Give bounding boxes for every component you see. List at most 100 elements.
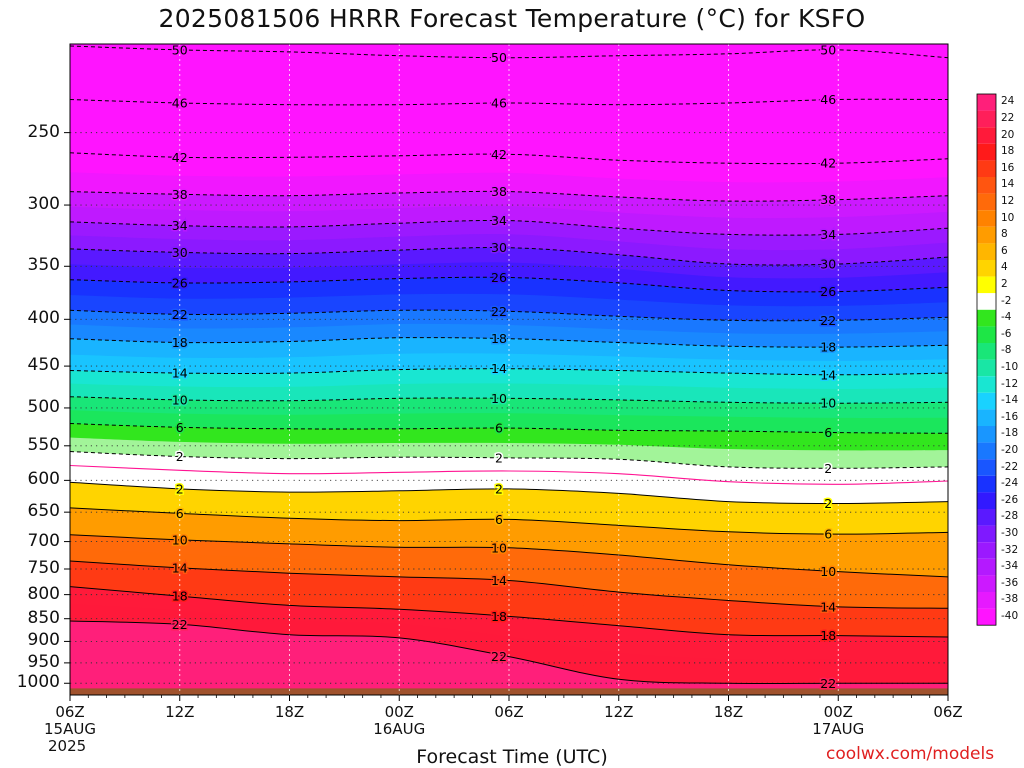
colorbar-swatch — [977, 193, 996, 211]
colorbar-swatch — [977, 326, 996, 343]
colorbar-label: 20 — [1001, 128, 1015, 141]
colorbar-swatch — [977, 143, 996, 161]
colorbar-swatch — [977, 558, 996, 576]
contour-label: 2 — [176, 449, 184, 464]
colorbar-label: -26 — [1001, 493, 1019, 506]
contour-label: 34 — [172, 218, 188, 233]
colorbar-swatch — [977, 210, 996, 227]
contour-label: 2 — [495, 481, 503, 496]
contour--2 — [70, 451, 948, 469]
contour-label: 26 — [172, 275, 188, 290]
contour-2 — [70, 481, 948, 505]
colorbar-label: 14 — [1001, 178, 1015, 191]
colorbar-label: -14 — [1001, 394, 1019, 407]
contour--22 — [70, 309, 948, 322]
contour--34 — [70, 219, 948, 236]
colorbar-label: -28 — [1001, 510, 1019, 523]
contour-label: 22 — [491, 649, 507, 664]
colorbar-swatch — [977, 343, 996, 360]
contour-label: 2 — [495, 450, 503, 465]
colorbar-swatch — [977, 293, 996, 310]
x-tick-label: 06Z — [55, 703, 85, 721]
contour--50 — [70, 45, 948, 59]
contour-label: 26 — [820, 284, 836, 299]
contour-label: 2 — [176, 481, 184, 496]
contour-14 — [70, 560, 948, 609]
y-tick-label: 300 — [27, 194, 60, 215]
contour-label: 14 — [172, 366, 188, 381]
contour-label: 6 — [824, 425, 832, 440]
contour-label: 18 — [491, 609, 507, 624]
colorbar-swatch — [977, 260, 996, 277]
x-tick-label: 18Z — [713, 703, 744, 721]
colorbar-swatch — [977, 94, 996, 111]
colorbar-swatch — [977, 575, 996, 592]
colorbar-label: -24 — [1001, 477, 1019, 490]
colorbar — [976, 93, 997, 626]
contour-label: 22 — [172, 307, 188, 322]
contour-label: 38 — [820, 192, 836, 207]
credit-link[interactable]: coolwx.com/models — [826, 744, 995, 764]
contour-10 — [70, 534, 948, 578]
contour-22 — [70, 620, 948, 685]
colorbar-label: -2 — [1001, 294, 1012, 307]
colorbar-swatch — [977, 127, 996, 144]
contour-label: 22 — [491, 304, 507, 319]
colorbar-swatch — [977, 160, 996, 177]
contour-label: 26 — [491, 270, 507, 285]
y-tick-label: 950 — [27, 651, 60, 672]
contour-label: 10 — [172, 532, 188, 547]
contour-label: 22 — [820, 676, 836, 691]
temperature-fill — [70, 44, 948, 695]
contour-label: 6 — [495, 512, 503, 527]
contour-label: 38 — [172, 187, 188, 202]
contour-label: 18 — [820, 340, 836, 355]
contour-label: 30 — [491, 240, 507, 255]
contour-label: 6 — [176, 420, 184, 435]
colorbar-label: -22 — [1001, 460, 1019, 473]
contour-label: 10 — [491, 540, 507, 555]
colorbar-swatch — [977, 525, 996, 543]
y-tick-label: 750 — [27, 557, 60, 578]
colorbar-label: -34 — [1001, 560, 1019, 573]
chart-title: 2025081506 HRRR Forecast Temperature (°C… — [158, 4, 866, 33]
contour-label: 6 — [824, 527, 832, 542]
colorbar-swatch — [977, 243, 996, 260]
contour--14 — [70, 368, 948, 376]
contour-label: 10 — [820, 396, 836, 411]
contour-label: 46 — [820, 92, 836, 107]
x-date-label: 15AUG — [44, 720, 96, 738]
contour-label: 14 — [491, 361, 507, 376]
colorbar-label: -38 — [1001, 593, 1019, 606]
contour--30 — [70, 247, 948, 266]
contour-label: 6 — [176, 506, 184, 521]
y-tick-label: 250 — [27, 121, 60, 142]
colorbar-label: -30 — [1001, 526, 1019, 539]
x-tick-label: 18Z — [274, 703, 305, 721]
colorbar-swatch — [977, 442, 996, 460]
colorbar-swatch — [977, 177, 996, 194]
y-tick-label: 550 — [27, 434, 60, 455]
colorbar-label: 8 — [1001, 228, 1008, 241]
colorbar-label: -32 — [1001, 543, 1019, 556]
contour--42 — [70, 152, 948, 165]
colorbar-label: -36 — [1001, 576, 1019, 589]
y-tick-label: 650 — [27, 501, 60, 522]
contour--10 — [70, 396, 948, 404]
contour-label: 30 — [820, 256, 836, 271]
ground-fill — [70, 688, 948, 695]
contour-label: 46 — [172, 95, 188, 110]
colorbar-swatch — [977, 492, 996, 509]
contour-label: 18 — [820, 628, 836, 643]
contour-label: 30 — [172, 245, 188, 260]
contour-label: 42 — [820, 156, 836, 171]
y-tick-label: 700 — [27, 530, 60, 551]
contour--46 — [70, 98, 948, 106]
plot-frame — [69, 43, 949, 696]
contour--6 — [70, 423, 948, 434]
x-date-label: 17AUG — [812, 720, 865, 738]
ground-surface — [70, 688, 948, 695]
colorbar-swatch — [977, 592, 996, 609]
colorbar-label: 4 — [1001, 261, 1008, 274]
